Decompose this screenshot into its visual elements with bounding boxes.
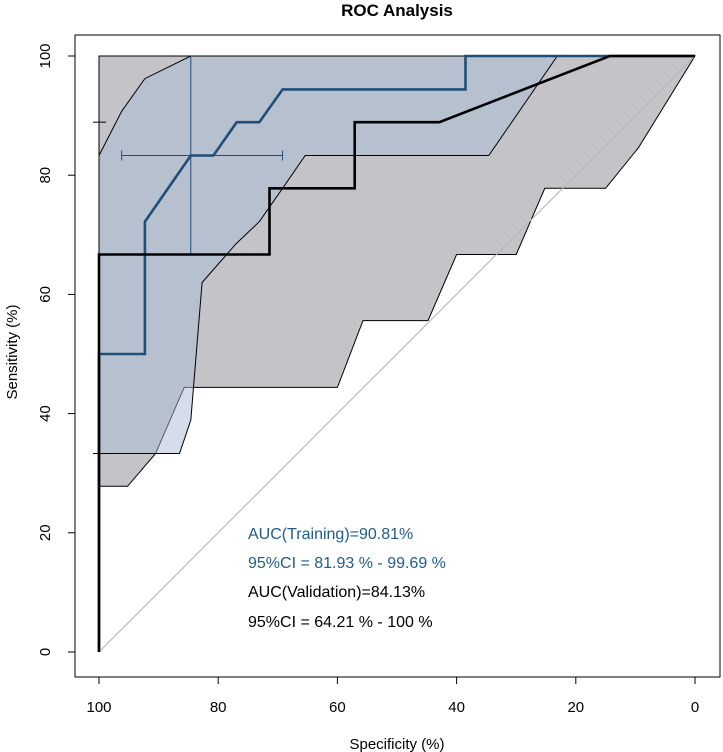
x-tick-label-100: 100: [86, 699, 111, 716]
annotation-training-ci: 95%CI = 81.93 % - 99.69 %: [248, 555, 446, 572]
plot-frame: [74, 34, 721, 678]
y-axis-label: Sensitivity (%): [4, 304, 21, 399]
y-tick-label-0: 0: [37, 648, 54, 656]
x-tick-label-40: 40: [448, 699, 465, 716]
y-tick-label-80: 80: [37, 167, 54, 184]
annotation-validation-ci: 95%CI = 64.21 % - 100 %: [248, 614, 433, 631]
annotation-validation-auc: AUC(Validation)=84.13%: [248, 584, 425, 601]
validation-roc-curve: [97, 54, 695, 652]
y-tick-label-100: 100: [37, 43, 54, 68]
x-tick-label-60: 60: [329, 699, 346, 716]
y-tick-label-40: 40: [37, 405, 54, 422]
chart-title: ROC Analysis: [341, 1, 453, 20]
y-tick-label-60: 60: [37, 286, 54, 303]
training-roc-curve: [97, 54, 695, 652]
x-tick-label-0: 0: [691, 699, 699, 716]
reference-diagonal-line: [98, 55, 696, 653]
y-tick-label-20: 20: [37, 524, 54, 541]
x-axis-label: Specificity (%): [349, 736, 444, 752]
annotation-training-auc: AUC(Training)=90.81%: [248, 526, 413, 543]
x-tick-label-80: 80: [210, 699, 227, 716]
x-tick-label-20: 20: [567, 699, 584, 716]
